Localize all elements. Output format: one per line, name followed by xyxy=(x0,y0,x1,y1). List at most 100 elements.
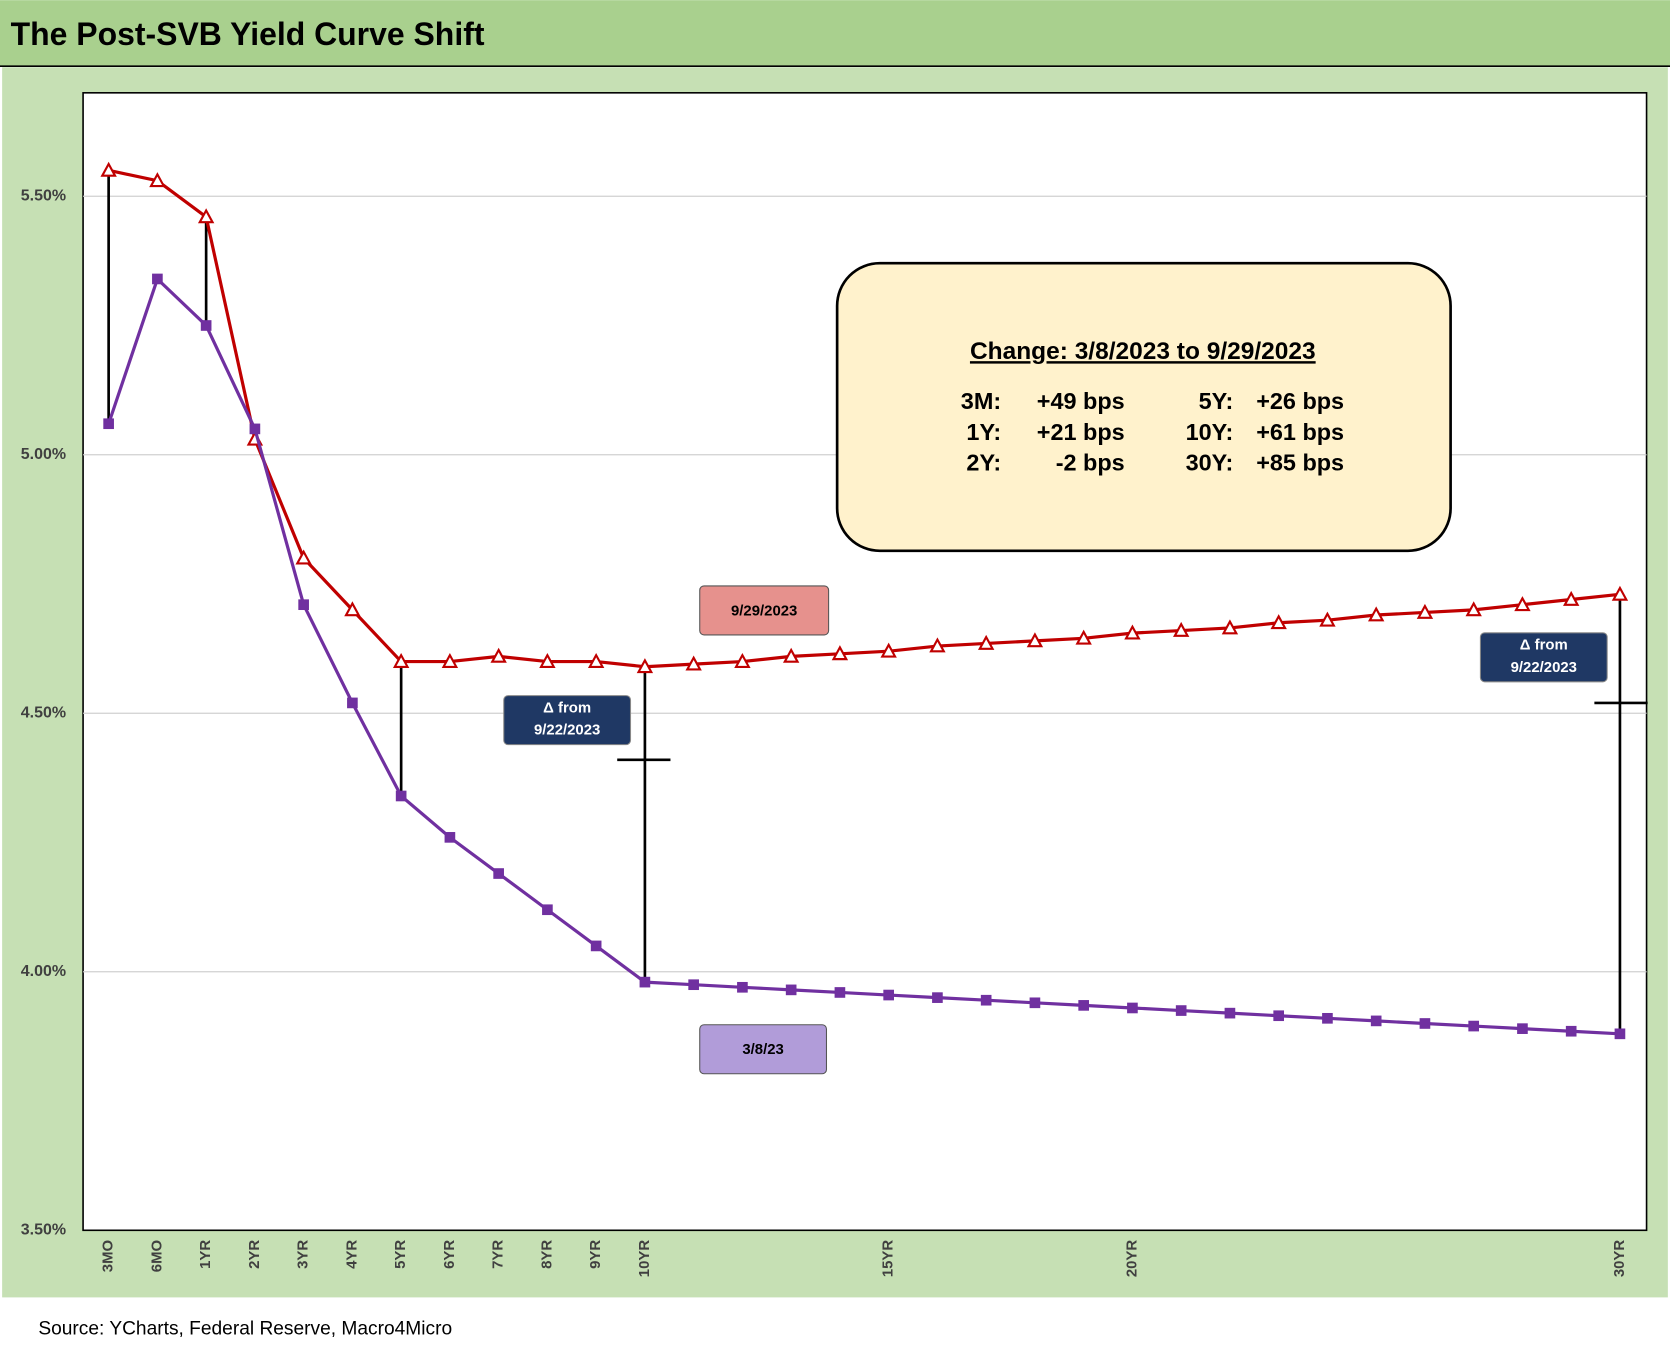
point-marker xyxy=(249,423,261,435)
point-marker xyxy=(1468,1020,1480,1032)
point-marker xyxy=(590,940,602,952)
point-marker xyxy=(1563,590,1580,606)
point-marker xyxy=(587,652,605,668)
info-cell: +85 bps xyxy=(1256,450,1344,476)
x-tick-label: 30YR xyxy=(1612,1240,1628,1278)
info-cell: 2Y: xyxy=(966,450,1001,476)
point-marker xyxy=(542,904,553,916)
delta-label: Δ from xyxy=(1520,638,1568,654)
point-marker xyxy=(639,976,651,988)
point-marker xyxy=(1124,624,1141,640)
point-marker xyxy=(444,832,456,843)
series-label-box xyxy=(699,585,830,636)
chart-title: The Post-SVB Yield Curve Shift xyxy=(11,16,485,52)
delta-label: Δ from xyxy=(543,700,591,716)
point-marker xyxy=(298,599,309,611)
info-cell: 10Y: xyxy=(1186,419,1234,445)
point-marker xyxy=(883,989,894,1001)
point-marker xyxy=(1270,614,1287,630)
point-marker xyxy=(880,642,897,658)
point-marker xyxy=(200,320,212,331)
x-tick-label: 4YR xyxy=(344,1240,360,1269)
point-marker xyxy=(197,208,215,224)
series-label: 9/29/2023 xyxy=(731,603,797,619)
point-marker xyxy=(734,652,751,668)
point-marker xyxy=(782,647,800,663)
point-marker xyxy=(834,987,846,998)
header-bar xyxy=(0,0,1670,67)
point-marker xyxy=(392,652,410,668)
point-marker xyxy=(347,697,358,709)
point-marker xyxy=(1514,596,1531,612)
info-cell: -2 bps xyxy=(1056,450,1125,476)
x-tick-label: 3YR xyxy=(296,1240,312,1269)
point-marker xyxy=(100,161,117,177)
x-tick-label: 9YR xyxy=(588,1240,604,1269)
point-marker xyxy=(490,647,507,663)
point-marker xyxy=(152,273,163,285)
point-marker xyxy=(539,652,556,668)
point-marker xyxy=(1367,606,1385,622)
point-marker xyxy=(737,981,748,993)
point-marker xyxy=(1075,629,1092,645)
delta-label-box xyxy=(1479,632,1608,683)
info-cell: +21 bps xyxy=(1037,419,1125,445)
series-label-box xyxy=(699,1024,828,1075)
x-tick-label: 20YR xyxy=(1124,1240,1140,1278)
info-cell: 5Y: xyxy=(1199,388,1234,414)
point-marker xyxy=(103,418,114,430)
y-tick-label: 5.50% xyxy=(21,187,66,204)
point-marker xyxy=(688,979,699,991)
point-marker xyxy=(831,645,849,661)
point-marker xyxy=(395,790,407,802)
point-marker xyxy=(344,601,361,617)
x-tick-label: 7YR xyxy=(491,1240,507,1269)
source-note: Source: YCharts, Federal Reserve, Macro4… xyxy=(38,1318,452,1339)
point-marker xyxy=(1175,1005,1187,1016)
x-tick-label: 6YR xyxy=(442,1240,458,1269)
point-marker xyxy=(1026,632,1044,648)
series-line xyxy=(108,168,1621,669)
y-tick-label: 4.00% xyxy=(21,963,66,980)
point-marker xyxy=(295,549,312,565)
point-marker xyxy=(1565,1025,1577,1037)
info-cell: +49 bps xyxy=(1037,388,1125,414)
point-marker xyxy=(1172,621,1190,637)
series-label: 3/8/23 xyxy=(742,1042,783,1058)
point-marker xyxy=(1273,1010,1285,1022)
point-marker xyxy=(1614,1028,1626,1040)
x-tick-label: 6MO xyxy=(149,1240,165,1272)
point-marker xyxy=(441,652,459,668)
point-marker xyxy=(636,658,654,674)
point-marker xyxy=(685,655,702,671)
point-marker xyxy=(1517,1023,1528,1034)
point-marker xyxy=(1029,997,1041,1009)
delta-label: 9/22/2023 xyxy=(1511,660,1577,676)
info-cell: 30Y: xyxy=(1186,450,1234,476)
point-marker xyxy=(1221,619,1239,635)
point-marker xyxy=(1416,603,1434,619)
y-tick-label: 4.50% xyxy=(21,704,66,721)
y-tick-label: 5.00% xyxy=(21,446,66,463)
point-marker xyxy=(1322,1012,1333,1024)
point-marker xyxy=(785,984,797,996)
series-line xyxy=(107,276,1621,1036)
y-tick-label: 3.50% xyxy=(21,1222,66,1239)
info-cell: +61 bps xyxy=(1256,419,1344,445)
x-tick-label: 1YR xyxy=(198,1240,214,1269)
x-tick-label: 2YR xyxy=(247,1240,263,1269)
info-cell: 1Y: xyxy=(966,419,1001,445)
point-marker xyxy=(1419,1018,1431,1029)
point-marker xyxy=(1319,611,1336,627)
point-marker xyxy=(1127,1002,1138,1014)
info-title: Change: 3/8/2023 to 9/29/2023 xyxy=(970,338,1316,365)
x-tick-label: 10YR xyxy=(637,1240,653,1278)
x-tick-label: 3MO xyxy=(101,1240,117,1272)
x-tick-label: 5YR xyxy=(393,1240,409,1269)
point-marker xyxy=(493,868,504,879)
x-tick-label: 15YR xyxy=(881,1240,897,1278)
point-marker xyxy=(1224,1007,1236,1019)
point-marker xyxy=(1370,1015,1382,1027)
